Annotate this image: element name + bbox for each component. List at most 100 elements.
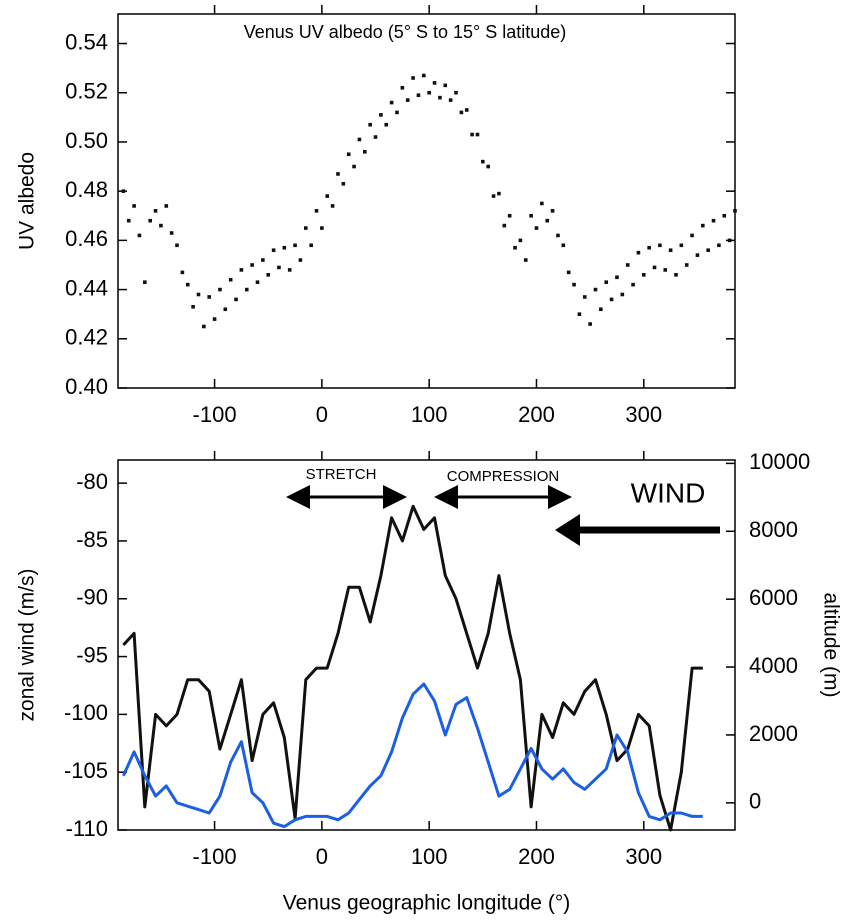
point	[400, 86, 405, 90]
y-tick-label: -90	[76, 585, 108, 610]
point	[604, 280, 609, 284]
point	[593, 287, 598, 292]
point	[239, 268, 244, 272]
y2-tick-label: 6000	[749, 585, 798, 610]
point	[255, 280, 260, 284]
x-tick-label: 0	[316, 402, 328, 427]
y-tick-label: 0.40	[65, 374, 108, 399]
point	[164, 204, 169, 208]
wind-arrow-head	[555, 514, 580, 546]
x-tick-label: -100	[193, 402, 237, 427]
point	[126, 218, 131, 223]
point	[169, 231, 174, 235]
point	[690, 233, 694, 238]
point	[443, 83, 448, 88]
point	[368, 122, 372, 127]
point	[561, 243, 566, 248]
point	[636, 250, 641, 255]
x-tick-label: 100	[411, 844, 448, 869]
point	[427, 90, 431, 95]
point	[132, 204, 136, 208]
point	[153, 209, 158, 213]
y-tick-label: 0.50	[65, 128, 108, 153]
point	[341, 181, 346, 186]
point	[438, 95, 442, 100]
x-tick-label: -100	[193, 844, 237, 869]
point	[287, 268, 292, 272]
point	[518, 238, 523, 243]
point	[148, 218, 152, 223]
point	[577, 312, 582, 316]
point	[695, 253, 700, 257]
plot-frame	[117, 13, 736, 389]
point	[330, 204, 335, 208]
x-axis-title: Venus geographic longitude (°)	[283, 892, 570, 915]
point	[395, 110, 399, 115]
point	[497, 191, 501, 196]
point	[491, 194, 496, 198]
point	[422, 73, 426, 78]
y-tick-label: 0.44	[65, 275, 108, 300]
point	[641, 273, 646, 277]
x-tick-label: 200	[518, 402, 555, 427]
y-axis-title: zonal wind (m/s)	[16, 569, 39, 722]
point	[609, 297, 614, 302]
point	[261, 258, 265, 262]
point	[207, 295, 212, 299]
point	[556, 233, 560, 238]
y2-axis-title: altitude (m)	[819, 592, 842, 697]
x-tick-label: 300	[625, 844, 662, 869]
point	[357, 137, 362, 142]
point	[298, 258, 303, 262]
point	[389, 100, 394, 105]
point	[582, 295, 587, 299]
annotation: WIND	[631, 477, 706, 508]
point	[481, 159, 485, 164]
point	[668, 248, 673, 253]
point	[658, 243, 662, 248]
point	[534, 226, 539, 230]
x-tick-label: 100	[411, 402, 448, 427]
y-tick-label: -100	[64, 700, 108, 725]
point	[545, 218, 550, 223]
point	[180, 270, 185, 275]
point	[309, 243, 313, 248]
y-tick-label: -105	[64, 758, 108, 783]
point	[550, 209, 555, 213]
point	[475, 132, 480, 137]
point	[277, 265, 281, 270]
point	[282, 245, 287, 250]
y-tick-label: 0.42	[65, 325, 108, 350]
point	[363, 149, 367, 154]
point	[185, 282, 190, 287]
series-line	[122, 682, 703, 829]
point	[202, 324, 206, 329]
y-tick-label: 0.54	[65, 29, 108, 54]
point	[416, 93, 421, 97]
point	[266, 273, 271, 277]
point	[314, 209, 319, 213]
chart-title: Venus UV albedo (5° S to 15° S latitude)	[244, 22, 567, 42]
point	[303, 226, 308, 230]
point	[615, 275, 619, 280]
point	[175, 243, 179, 248]
point	[373, 135, 378, 139]
point	[722, 213, 727, 218]
point	[228, 277, 233, 282]
point	[218, 287, 222, 292]
point	[464, 108, 469, 112]
point	[459, 110, 464, 115]
point	[346, 152, 351, 157]
point	[325, 194, 330, 198]
plot-frame	[117, 459, 736, 831]
point	[663, 268, 668, 272]
point	[405, 98, 410, 102]
y-axis-title: UV albedo	[16, 152, 39, 250]
series-line	[122, 504, 703, 832]
point	[631, 282, 635, 287]
annotation: COMPRESSION	[447, 468, 560, 485]
y2-tick-label: 4000	[749, 653, 798, 678]
point	[336, 172, 340, 176]
point	[529, 213, 533, 218]
point	[588, 322, 592, 326]
